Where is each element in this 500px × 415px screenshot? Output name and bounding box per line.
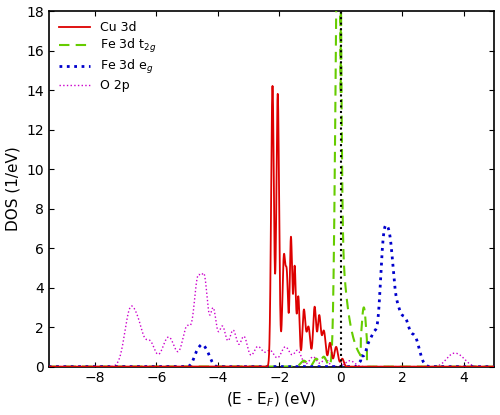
Fe 3d t$_{2g}$ [126, 364, 132, 369]
Fe 3d e$_{g}$ [492, 364, 498, 369]
Y-axis label: DOS (1/eV): DOS (1/eV) [6, 146, 20, 231]
Fe 3d e$_{g}$ [378, 264, 384, 269]
O 2p [46, 364, 52, 369]
Cu 3d [46, 364, 52, 369]
O 2p [216, 329, 222, 334]
Cu 3d [336, 356, 342, 361]
Fe 3d t$_{2g}$ [216, 364, 222, 369]
Cu 3d [270, 83, 276, 88]
Fe 3d e$_{g}$ [216, 364, 222, 369]
Fe 3d e$_{g}$ [46, 364, 52, 369]
Fe 3d e$_{g}$ [412, 334, 418, 339]
Cu 3d [313, 321, 319, 326]
Cu 3d [216, 364, 222, 369]
Cu 3d [126, 364, 132, 369]
Line: Fe 3d t$_{2g}$: Fe 3d t$_{2g}$ [48, 0, 494, 366]
Line: Fe 3d e$_{g}$: Fe 3d e$_{g}$ [48, 225, 494, 366]
O 2p [313, 357, 319, 362]
Fe 3d e$_{g}$ [313, 364, 319, 369]
Fe 3d t$_{2g}$ [378, 364, 384, 369]
Cu 3d [492, 364, 498, 369]
O 2p [378, 364, 384, 369]
Fe 3d t$_{2g}$ [412, 364, 418, 369]
O 2p [412, 364, 418, 369]
Fe 3d t$_{2g}$ [313, 356, 319, 361]
O 2p [126, 306, 132, 311]
O 2p [336, 364, 342, 369]
Line: Cu 3d: Cu 3d [48, 86, 494, 366]
Cu 3d [412, 364, 418, 369]
Fe 3d t$_{2g}$ [492, 364, 498, 369]
Cu 3d [378, 364, 384, 369]
X-axis label: (E - E$_F$) (eV): (E - E$_F$) (eV) [226, 391, 316, 410]
Fe 3d e$_{g}$ [383, 222, 389, 227]
Line: O 2p: O 2p [48, 273, 494, 366]
Fe 3d e$_{g}$ [336, 364, 342, 369]
O 2p [492, 364, 498, 369]
Legend: Cu 3d, Fe 3d t$_{2g}$, Fe 3d e$_{g}$, O 2p: Cu 3d, Fe 3d t$_{2g}$, Fe 3d e$_{g}$, O … [55, 17, 160, 96]
Fe 3d t$_{2g}$ [46, 364, 52, 369]
Fe 3d e$_{g}$ [126, 364, 132, 369]
O 2p [200, 271, 206, 276]
